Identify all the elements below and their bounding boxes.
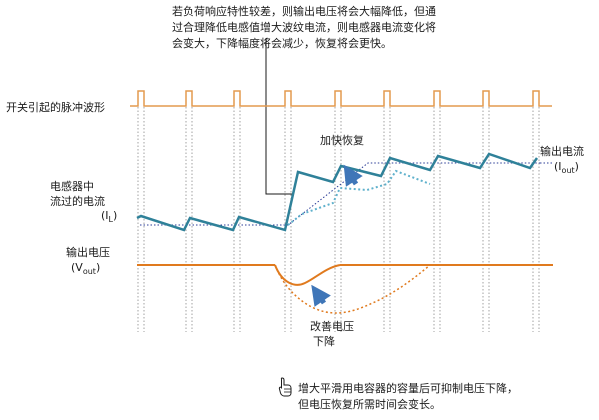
top-note-line-3: 会变大，下降幅度将会减少，恢复将会更快。 <box>172 36 392 50</box>
output-voltage-symbol: (Vout) <box>71 261 100 276</box>
switch-pulse-waveform <box>130 90 552 107</box>
bottom-note-line-1: 增大平滑用电容器的容量后可抑制电压下降， <box>298 381 518 395</box>
top-note-line-2: 过合理降低电感值增大波纹电流，则电感器电流变化将 <box>172 20 436 34</box>
bottom-note: 增大平滑用电容器的容量后可抑制电压下降， 但电压恢复所需时间会变长。 <box>278 377 518 411</box>
inductor-current-waveform <box>136 152 539 232</box>
output-voltage-dip <box>274 264 341 286</box>
improve-drop-label-line-2: 下降 <box>313 334 335 348</box>
inductor-average-reference <box>140 162 540 226</box>
fast-recovery-label: 加快恢复 <box>320 133 364 147</box>
output-voltage-label: 输出电压 <box>66 245 110 259</box>
top-note-line-1: 若负荷响应特性较差，则输出电压将会大幅降低，但通 <box>172 4 436 18</box>
fast-recovery-arrow <box>343 164 363 187</box>
pointing-hand-icon <box>278 377 292 397</box>
output-current-symbol: (Iout) <box>554 160 579 175</box>
inductor-current-label-line-2: 流过的电流 <box>50 194 105 208</box>
inductor-current-slow-response <box>287 169 431 226</box>
improve-drop-arrow <box>311 284 331 307</box>
top-note: 若负荷响应特性较差，则输出电压将会大幅降低，但通 过合理降低电感值增大波纹电流，… <box>172 4 436 50</box>
switch-waveform-label: 开关引起的脉冲波形 <box>6 100 105 114</box>
improve-drop-label-line-1: 改善电压 <box>310 319 354 333</box>
bottom-note-line-2: 但电压恢复所需时间会变长。 <box>298 397 441 411</box>
output-voltage-dip-large-capacitor <box>274 264 431 314</box>
note-leader-line <box>265 38 293 195</box>
inductor-current-label-line-1: 电感器中 <box>50 180 94 193</box>
inductor-current-symbol: (IL) <box>101 209 117 224</box>
output-current-label: 输出电流 <box>540 144 584 158</box>
